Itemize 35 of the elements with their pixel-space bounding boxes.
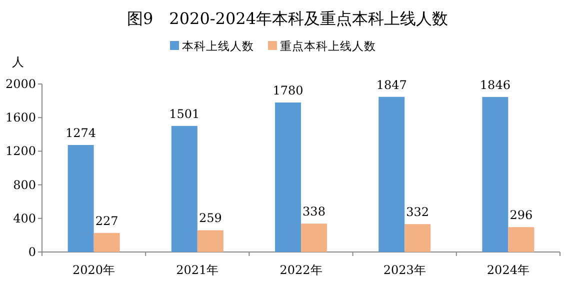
bar: [508, 227, 534, 252]
legend-label: 重点本科上线人数: [280, 39, 376, 53]
bar: [378, 96, 405, 252]
y-tick-label: 1600: [5, 110, 36, 125]
y-tick-label: 2000: [5, 77, 36, 91]
bar: [404, 224, 431, 252]
data-label: 1501: [169, 106, 200, 121]
bar: [94, 232, 120, 252]
data-label: 227: [95, 214, 118, 228]
bar: [275, 102, 301, 252]
data-label: 338: [302, 204, 326, 219]
data-label: 296: [510, 208, 533, 222]
x-tick-label: 2023年: [383, 263, 426, 277]
x-tick-label: 2024年: [486, 263, 530, 277]
y-axis-title: 人: [12, 55, 24, 69]
bar: [68, 144, 94, 252]
data-label: 1274: [66, 126, 96, 140]
bar: [482, 96, 508, 252]
y-tick-label: 400: [13, 211, 36, 226]
bar: [197, 230, 224, 252]
chart-title: 图9 2020-2024年本科及重点本科上线人数: [126, 9, 448, 28]
x-tick-label: 2022年: [280, 263, 322, 277]
data-label: 259: [198, 211, 222, 226]
bar: [171, 126, 198, 252]
data-label: 332: [406, 205, 430, 220]
data-label: 1847: [376, 78, 407, 92]
data-label: 1780: [272, 83, 304, 98]
y-tick-label: 0: [28, 245, 36, 259]
x-tick-label: 2020年: [72, 263, 116, 277]
data-label: 1846: [480, 78, 510, 92]
legend-label: 本科上线人数: [182, 39, 254, 53]
bar: [301, 224, 327, 252]
y-tick-label: 1200: [5, 144, 36, 158]
y-tick-label: 800: [13, 178, 36, 192]
x-tick-label: 2021年: [176, 263, 219, 277]
